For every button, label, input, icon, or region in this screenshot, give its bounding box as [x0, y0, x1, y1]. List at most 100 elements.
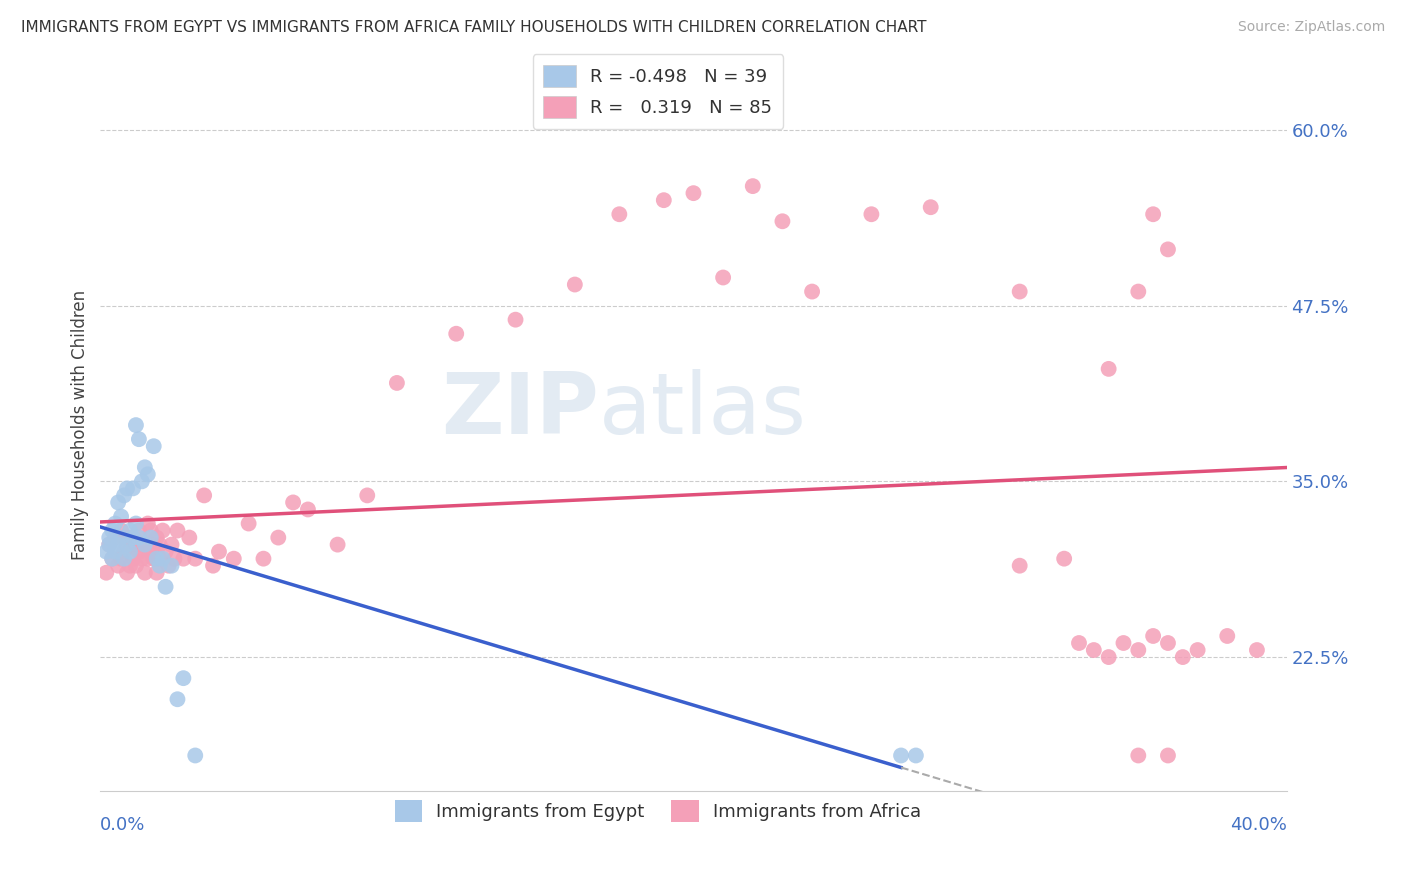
Point [711, 270, 734, 285]
Point [142, 439, 165, 453]
Point [98, 531, 121, 545]
Point [131, 551, 153, 566]
Point [1142, 207, 1164, 221]
Point [110, 509, 132, 524]
Point [163, 551, 186, 566]
Text: 0.0%: 0.0% [100, 816, 146, 834]
Point [107, 538, 129, 552]
Point [118, 531, 141, 545]
Point [505, 312, 527, 326]
Point [444, 326, 467, 341]
Point [152, 524, 174, 538]
Point [356, 488, 378, 502]
Point [112, 551, 135, 566]
Point [166, 524, 188, 538]
Point [136, 467, 159, 482]
Point [96, 544, 118, 558]
Point [1067, 636, 1090, 650]
Point [142, 538, 165, 552]
Point [1083, 643, 1105, 657]
Point [1128, 285, 1150, 299]
Legend: Immigrants from Egypt, Immigrants from Africa: Immigrants from Egypt, Immigrants from A… [388, 793, 928, 829]
Point [904, 748, 927, 763]
Point [172, 551, 194, 566]
Point [128, 524, 150, 538]
Text: atlas: atlas [599, 369, 807, 452]
Point [115, 566, 138, 580]
Point [110, 531, 132, 545]
Point [801, 285, 824, 299]
Point [125, 516, 148, 531]
Point [172, 671, 194, 685]
Point [131, 475, 153, 489]
Point [139, 544, 162, 558]
Point [118, 544, 141, 558]
Point [149, 551, 172, 566]
Y-axis label: Family Households with Children: Family Households with Children [72, 290, 89, 560]
Point [920, 200, 942, 214]
Point [112, 488, 135, 502]
Point [110, 551, 132, 566]
Point [741, 179, 763, 194]
Point [202, 558, 225, 573]
Point [112, 544, 135, 558]
Point [134, 538, 156, 552]
Point [326, 538, 349, 552]
Point [145, 566, 167, 580]
Point [98, 538, 121, 552]
Point [1216, 629, 1239, 643]
Point [98, 538, 121, 552]
Point [134, 538, 156, 552]
Point [122, 531, 145, 545]
Point [96, 566, 118, 580]
Point [1157, 748, 1180, 763]
Point [166, 692, 188, 706]
Point [184, 748, 207, 763]
Point [136, 551, 159, 566]
Point [139, 531, 162, 545]
Point [297, 502, 319, 516]
Point [160, 538, 183, 552]
Point [1142, 629, 1164, 643]
Point [152, 551, 174, 566]
Point [1098, 650, 1121, 665]
Point [118, 558, 141, 573]
Point [101, 551, 124, 566]
Point [122, 551, 145, 566]
Point [385, 376, 408, 390]
Point [128, 544, 150, 558]
Text: 40.0%: 40.0% [1230, 816, 1286, 834]
Point [125, 558, 148, 573]
Point [193, 488, 215, 502]
Point [107, 558, 129, 573]
Point [1098, 362, 1121, 376]
Point [139, 524, 162, 538]
Point [238, 516, 260, 531]
Point [607, 207, 630, 221]
Point [564, 277, 586, 292]
Point [110, 524, 132, 538]
Point [1171, 650, 1194, 665]
Point [267, 531, 290, 545]
Point [1008, 558, 1031, 573]
Point [115, 538, 138, 552]
Point [770, 214, 793, 228]
Point [281, 495, 304, 509]
Point [155, 544, 177, 558]
Point [222, 551, 245, 566]
Text: Source: ZipAtlas.com: Source: ZipAtlas.com [1237, 20, 1385, 34]
Point [252, 551, 274, 566]
Point [125, 538, 148, 552]
Point [1246, 643, 1268, 657]
Point [134, 566, 156, 580]
Point [104, 544, 127, 558]
Point [1008, 285, 1031, 299]
Point [682, 186, 704, 201]
Point [131, 538, 153, 552]
Point [208, 544, 231, 558]
Point [115, 538, 138, 552]
Text: ZIP: ZIP [441, 369, 599, 452]
Point [149, 558, 172, 573]
Point [652, 193, 675, 207]
Point [104, 531, 127, 545]
